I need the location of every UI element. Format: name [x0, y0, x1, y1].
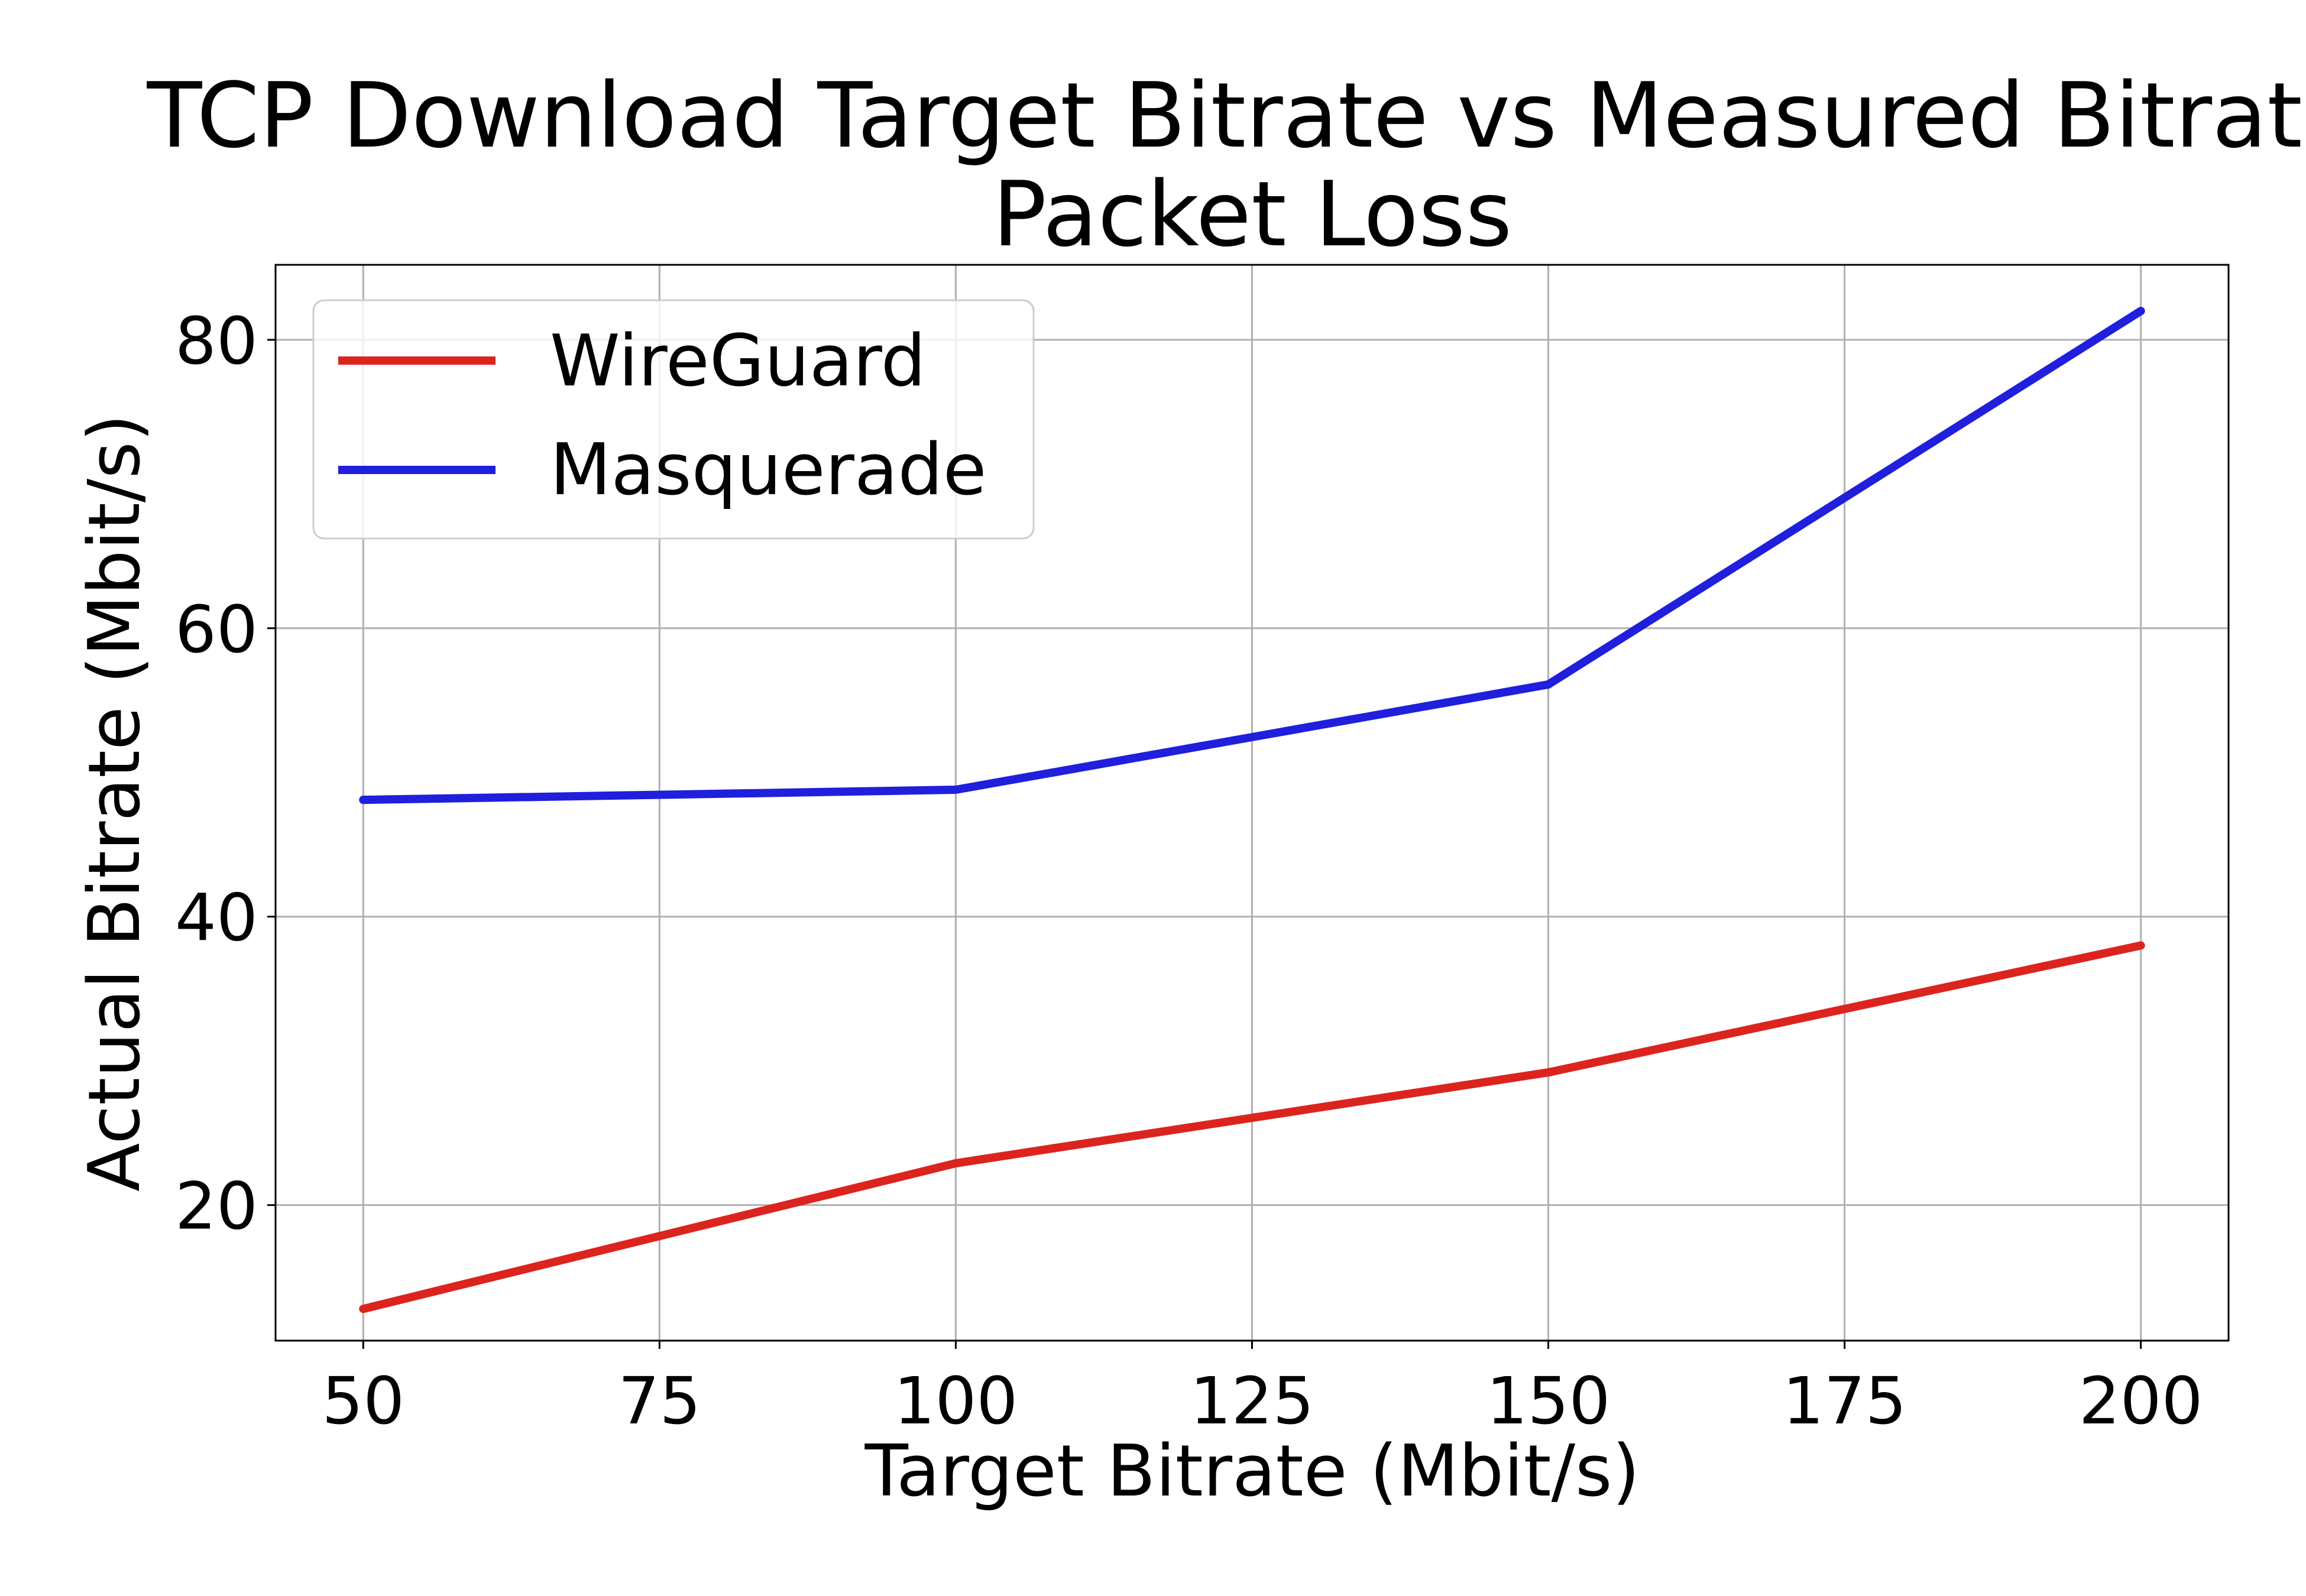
legend: WireGuard Masquerade	[312, 299, 1035, 540]
y-tick-label: 20	[175, 1169, 258, 1244]
series-line-wireguard	[362, 941, 2142, 1313]
y-tick-label: 60	[175, 592, 258, 667]
x-tick-label: 175	[1783, 1363, 1907, 1439]
x-tick-label: 200	[2079, 1363, 2203, 1439]
data-point-masquerade	[359, 796, 368, 805]
plot-lines	[359, 307, 2145, 1313]
data-point-wireguard	[951, 1159, 960, 1167]
x-tick-label: 75	[618, 1363, 701, 1439]
chart-title-line-2: Packet Loss	[993, 162, 1512, 267]
x-tick-label: 50	[322, 1363, 404, 1439]
data-point-masquerade	[951, 786, 960, 794]
legend-label-wireguard: WireGuard	[550, 320, 926, 403]
data-point-wireguard	[2136, 941, 2145, 950]
x-tick-label: 125	[1190, 1363, 1314, 1439]
x-axis-ticks: 50 75 100 125 150 175 200	[322, 1341, 2203, 1439]
y-tick-label: 80	[175, 303, 258, 379]
data-point-masquerade	[2136, 307, 2145, 316]
series-line-masquerade	[363, 307, 2143, 805]
data-point-wireguard	[1544, 1068, 1553, 1077]
x-axis-title: Target Bitrate (Mbit/s)	[864, 1430, 1640, 1513]
x-tick-label: 100	[893, 1363, 1018, 1439]
data-point-masquerade	[1544, 680, 1553, 689]
chart-title-line-1: TCP Download Target Bitrate vs Measured …	[147, 63, 2306, 168]
legend-label-masquerade: Masquerade	[550, 429, 987, 511]
y-axis-title: Actual Bitrate (Mbit/s)	[74, 414, 156, 1191]
x-tick-label: 150	[1486, 1363, 1611, 1439]
data-point-wireguard	[359, 1305, 368, 1313]
y-axis-ticks: 20 40 60 80	[175, 303, 276, 1244]
y-tick-label: 40	[175, 880, 258, 956]
